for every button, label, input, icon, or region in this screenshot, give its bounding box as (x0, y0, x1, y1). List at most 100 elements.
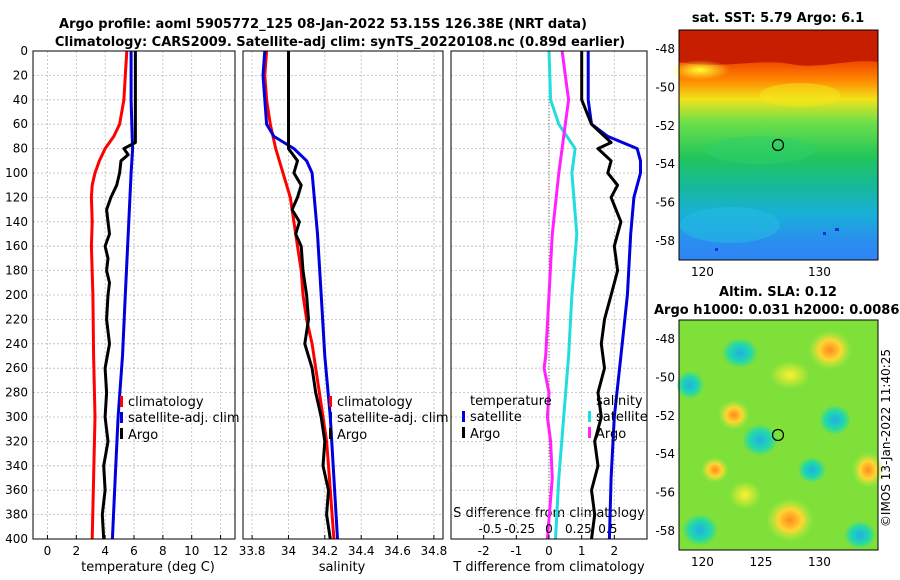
t-diff-xlabel: T difference from climatology (452, 560, 645, 575)
legend-swatch-climatology (120, 396, 123, 407)
y-tick-label: 280 (5, 386, 28, 400)
series-line-argo (287, 51, 332, 540)
difference-legend: temperature satellite Argo salinity sate… (462, 394, 648, 442)
y-tick-label: 360 (5, 483, 28, 497)
sla-low-patch (682, 514, 718, 546)
x-tick-label: 34.8 (421, 544, 448, 558)
y-tick-label: 220 (5, 312, 28, 326)
s-diff-tick-label: 0.5 (598, 522, 617, 536)
x-tick-label: 6 (130, 544, 138, 558)
legend-swatch-t-satellite (462, 411, 465, 422)
sst-cold-pixel (835, 228, 839, 231)
legend-swatch-satellite (120, 412, 123, 423)
legend-temperature-title: temperature (470, 394, 552, 409)
map-lat-tick: -56 (655, 196, 675, 210)
sst-cyan-patch (680, 207, 780, 243)
x-tick-label: 10 (184, 544, 199, 558)
legend-swatch-climatology (329, 396, 332, 407)
sst-map-frame (678, 29, 879, 261)
legend-argo: Argo (128, 428, 158, 443)
sla-high-patch (808, 330, 852, 370)
map-lat-tick: -54 (655, 157, 675, 171)
map-lon-tick: 125 (749, 555, 772, 569)
x-tick-label: 34.6 (384, 544, 411, 558)
legend-swatch-s-satellite (588, 411, 591, 422)
series-line-t-satellite-diff (547, 50, 579, 540)
y-tick-label: 100 (5, 166, 28, 180)
sla-low-patch (722, 338, 758, 368)
sst-warm-band (679, 30, 878, 66)
map-lon-tick: 120 (691, 265, 714, 279)
sst-yellow-patch (670, 60, 730, 80)
sla-map: Altim. SLA: 0.12 Argo h1000: 0.031 h2000… (654, 285, 899, 569)
y-tick-label: 400 (5, 532, 28, 546)
x-tick-label: 33.8 (239, 544, 266, 558)
salinity-legend: climatology satellite-adj. clim Argo (329, 395, 449, 443)
y-tick-label: 320 (5, 434, 28, 448)
x-tick-label: 4 (101, 544, 109, 558)
salinity-xlabel: salinity (319, 560, 366, 575)
x-tick-label: 0 (44, 544, 52, 558)
map-lat-tick: -58 (655, 524, 675, 538)
map-lat-tick: -48 (655, 42, 675, 56)
sla-high-patch (766, 498, 814, 542)
salinity-axes (242, 50, 444, 540)
y-tick-label: 340 (5, 459, 28, 473)
map-lat-tick: -54 (655, 447, 675, 461)
map-lat-tick: -50 (655, 81, 675, 95)
legend-satellite: satellite-adj. clim (337, 411, 449, 426)
map-lon-tick: 130 (808, 555, 831, 569)
s-diff-tick-label: 0 (545, 522, 553, 536)
sla-high-patch (852, 452, 884, 488)
x-tick-label: -2 (478, 544, 490, 558)
legend-swatch-t-argo (462, 427, 465, 438)
sla-high-patch (701, 457, 729, 483)
y-tick-label: 240 (5, 337, 28, 351)
s-diff-tick-label: -0.25 (504, 522, 535, 536)
series-line-t-argo-diff (542, 50, 571, 540)
series-line-satellite-adj-clim (110, 51, 135, 540)
sst-cold-pixel (823, 232, 826, 235)
map-lat-tick: -50 (655, 371, 675, 385)
x-tick-label: 34 (281, 544, 296, 558)
temperature-xlabel: temperature (deg C) (81, 560, 215, 575)
legend-climatology: climatology (128, 395, 204, 410)
y-tick-label: 0 (20, 44, 28, 58)
x-tick-label: -1 (510, 544, 522, 558)
legend-s-satellite: satellite (596, 410, 648, 425)
sla-low-patch (819, 405, 851, 435)
x-tick-label: 12 (213, 544, 228, 558)
sla-mid-patch (729, 481, 761, 509)
x-tick-label: 8 (159, 544, 167, 558)
sla-high-patch (718, 400, 750, 430)
sst-argo-marker (771, 138, 785, 152)
y-tick-label: 300 (5, 410, 28, 424)
s-diff-tick-label: 0.25 (565, 522, 592, 536)
y-tick-label: 180 (5, 264, 28, 278)
legend-climatology: climatology (337, 395, 413, 410)
sla-low-patch (676, 371, 704, 399)
sla-low-patch (798, 457, 826, 483)
x-tick-label: 34.2 (311, 544, 338, 558)
y-tick-label: 140 (5, 215, 28, 229)
y-tick-label: 60 (13, 117, 28, 131)
x-tick-label: 34.4 (348, 544, 375, 558)
sst-green-patch (705, 136, 815, 164)
sla-map-title2: Argo h1000: 0.031 h2000: 0.0086 (654, 303, 899, 318)
legend-s-argo: Argo (596, 427, 626, 442)
y-tick-label: 380 (5, 508, 28, 522)
map-lat-tick: -52 (655, 409, 675, 423)
sla-mid-patch (770, 361, 810, 389)
legend-salinity-title: salinity (596, 394, 643, 409)
x-tick-label: 2 (72, 544, 80, 558)
s-diff-tick-label: -0.5 (478, 522, 501, 536)
y-tick-label: 120 (5, 190, 28, 204)
sla-patches (676, 330, 884, 549)
y-tick-label: 200 (5, 288, 28, 302)
sst-yellow-patch (760, 83, 840, 107)
title-line2: Climatology: CARS2009. Satellite-adj cli… (55, 35, 625, 50)
map-lon-tick: 120 (691, 555, 714, 569)
series-line-s-argo-diff (580, 51, 623, 540)
sla-map-frame (678, 319, 879, 551)
